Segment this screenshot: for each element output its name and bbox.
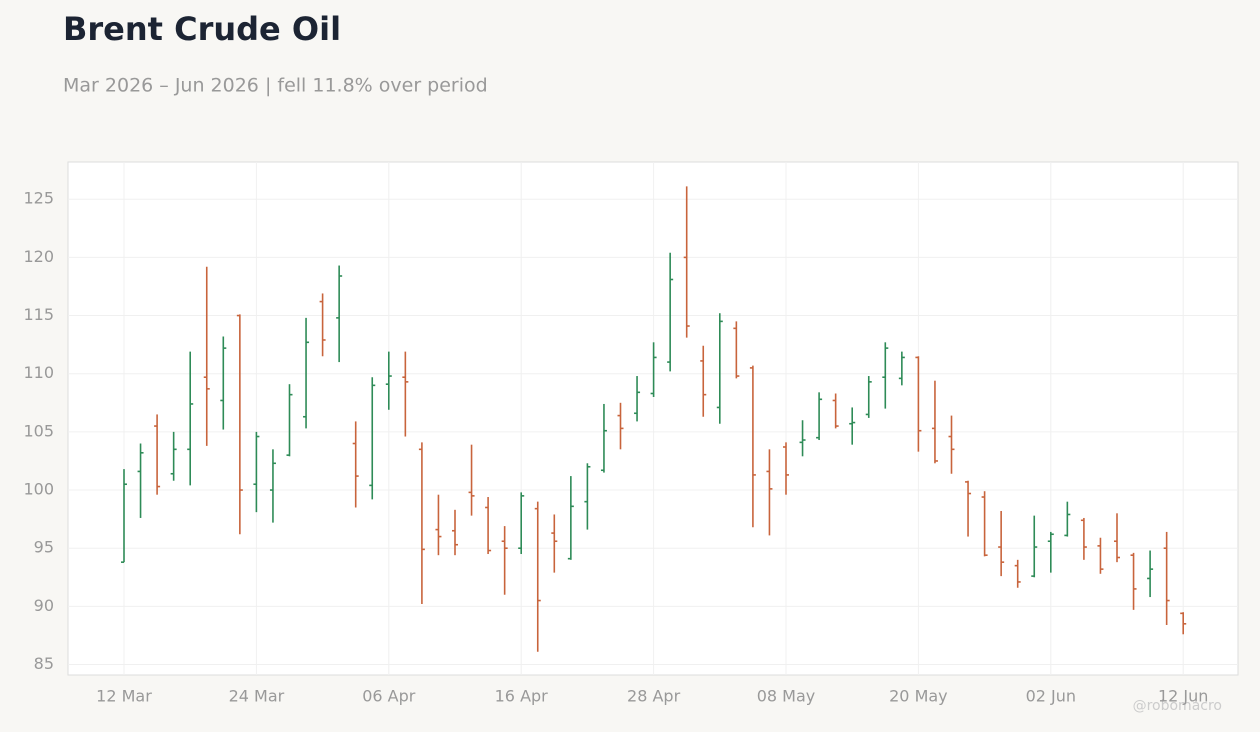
chart-title: Brent Crude Oil	[63, 10, 341, 48]
plot-area	[67, 161, 1239, 676]
chart-subtitle: Mar 2026 – Jun 2026 | fell 11.8% over pe…	[63, 75, 488, 97]
y-tick-label: 125	[23, 189, 54, 208]
watermark: @robomacro	[1133, 698, 1222, 714]
y-tick-label: 110	[23, 363, 54, 382]
y-tick-label: 115	[23, 305, 54, 324]
y-tick-label: 85	[34, 654, 54, 673]
x-tick-label: 06 Apr	[362, 687, 416, 706]
y-tick-label: 95	[34, 538, 54, 557]
x-tick-label: 02 Jun	[1026, 687, 1076, 706]
x-tick-label: 28 Apr	[627, 687, 681, 706]
x-tick-label: 16 Apr	[495, 687, 549, 706]
y-tick-label: 105	[23, 421, 54, 440]
x-tick-label: 12 Mar	[96, 687, 152, 706]
y-tick-label: 100	[23, 480, 54, 499]
y-tick-label: 90	[34, 596, 54, 615]
x-tick-label: 20 May	[889, 687, 948, 706]
x-tick-label: 08 May	[757, 687, 816, 706]
x-tick-label: 24 Mar	[229, 687, 285, 706]
y-tick-label: 120	[23, 247, 54, 266]
x-tick-label: 12 Jun	[1158, 687, 1208, 706]
